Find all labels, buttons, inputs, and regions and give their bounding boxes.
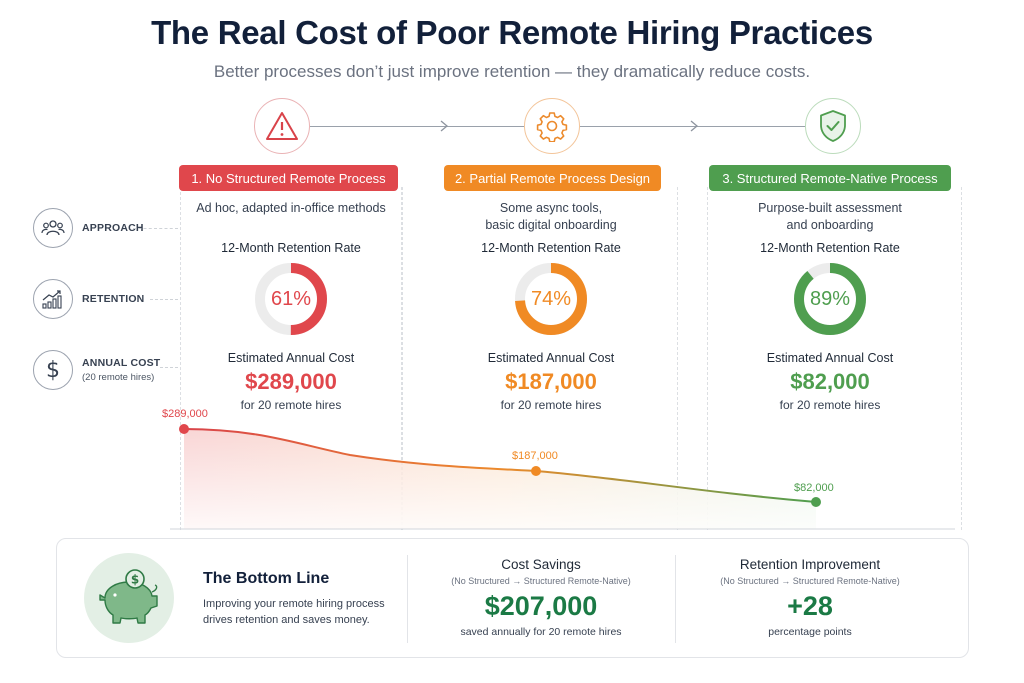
retention-label: 12-Month Retention Rate <box>760 241 900 255</box>
retention-value: 74% <box>530 287 572 310</box>
shield-check-icon <box>805 98 861 154</box>
page-title: The Real Cost of Poor Remote Hiring Prac… <box>151 14 873 51</box>
stat-subtitle: (No Structured → Structured Remote-Nativ… <box>451 576 631 586</box>
retention-donut: 74% <box>513 261 589 337</box>
gear-icon <box>524 98 580 154</box>
divider <box>675 555 676 643</box>
cost-label: Estimated Annual Cost <box>227 351 355 365</box>
column-header: 3. Structured Remote-Native Process <box>709 165 951 191</box>
cost-savings-stat: Cost Savings (No Structured → Structured… <box>408 557 674 638</box>
row-connector <box>133 228 178 229</box>
column-header: 2. Partial Remote Process Design <box>444 165 661 191</box>
flow-connector <box>580 126 805 127</box>
dollar-icon: $ <box>33 350 73 390</box>
row-label-retention: RETENTION <box>33 279 144 319</box>
row-label-approach: APPROACH <box>33 208 144 248</box>
retention-improvement-stat: Retention Improvement (No Structured → S… <box>677 557 943 638</box>
cost-value: $289,000 <box>245 369 337 394</box>
arrow-right-icon <box>440 120 449 132</box>
cost-value: $82,000 <box>790 369 870 394</box>
bottom-line-card: $ The Bottom Line Improving your remote … <box>56 538 969 658</box>
cost-label: Estimated Annual Cost <box>766 351 894 365</box>
retention-value: 61% <box>270 287 312 310</box>
approach-text: Ad hoc, adapted in-office methods <box>196 201 386 215</box>
row-connector <box>160 367 178 368</box>
stat-title: Cost Savings <box>501 557 581 572</box>
row-label-text: RETENTION <box>82 293 145 305</box>
column-structured: 3. Structured Remote-Native Process Purp… <box>707 165 962 530</box>
row-label-text: APPROACH <box>82 222 144 234</box>
flow-connector <box>310 126 525 127</box>
approach-text: Some async tools, basic digital onboardin… <box>485 201 617 232</box>
piggy-bank-icon: $ <box>84 553 174 643</box>
warning-triangle-icon <box>254 98 310 154</box>
stat-value: $207,000 <box>484 591 598 621</box>
approach-text: Purpose-built assessment and onboarding <box>758 201 902 232</box>
retention-label: 12-Month Retention Rate <box>481 241 621 255</box>
retention-value: 89% <box>809 287 851 310</box>
cost-value: $187,000 <box>505 369 597 394</box>
stat-footnote: percentage points <box>768 626 852 638</box>
cost-label: Estimated Annual Cost <box>487 351 615 365</box>
arrow-right-icon <box>690 120 699 132</box>
retention-donut: 61% <box>253 261 329 337</box>
retention-label: 12-Month Retention Rate <box>221 241 361 255</box>
column-header: 1. No Structured Remote Process <box>179 165 398 191</box>
column-partial: 2. Partial Remote Process Design Some as… <box>402 165 678 530</box>
svg-text:$: $ <box>131 573 139 587</box>
cost-subtext: for 20 remote hires <box>779 398 881 412</box>
growth-chart-icon <box>33 279 73 319</box>
row-connector <box>150 299 178 300</box>
bottom-line-title: The Bottom Line <box>203 570 330 587</box>
chart-point-label: $82,000 <box>794 482 834 494</box>
cost-subtext: for 20 remote hires <box>240 398 342 412</box>
stat-value: +28 <box>787 591 833 621</box>
row-label-text: ANNUAL COST <box>82 357 161 369</box>
divider <box>407 555 408 643</box>
page-subtitle: Better processes don’t just improve rete… <box>213 62 811 81</box>
stat-title: Retention Improvement <box>739 557 881 572</box>
stat-footnote: saved annually for 20 remote hires <box>460 626 622 638</box>
chart-point-label: $289,000 <box>162 408 208 420</box>
stat-subtitle: (No Structured → Structured Remote-Nativ… <box>720 576 900 586</box>
row-sublabel: (20 remote hires) <box>82 372 155 383</box>
chart-point-label: $187,000 <box>512 450 558 462</box>
people-group-icon <box>33 208 73 248</box>
row-label-annual-cost: $ ANNUAL COST (20 remote hires) <box>33 350 160 390</box>
cost-subtext: for 20 remote hires <box>500 398 602 412</box>
bottom-line-description: Improving your remote hiring process dri… <box>203 598 385 626</box>
retention-donut: 89% <box>792 261 868 337</box>
column-no-structured: 1. No Structured Remote Process Ad hoc, … <box>179 165 402 530</box>
